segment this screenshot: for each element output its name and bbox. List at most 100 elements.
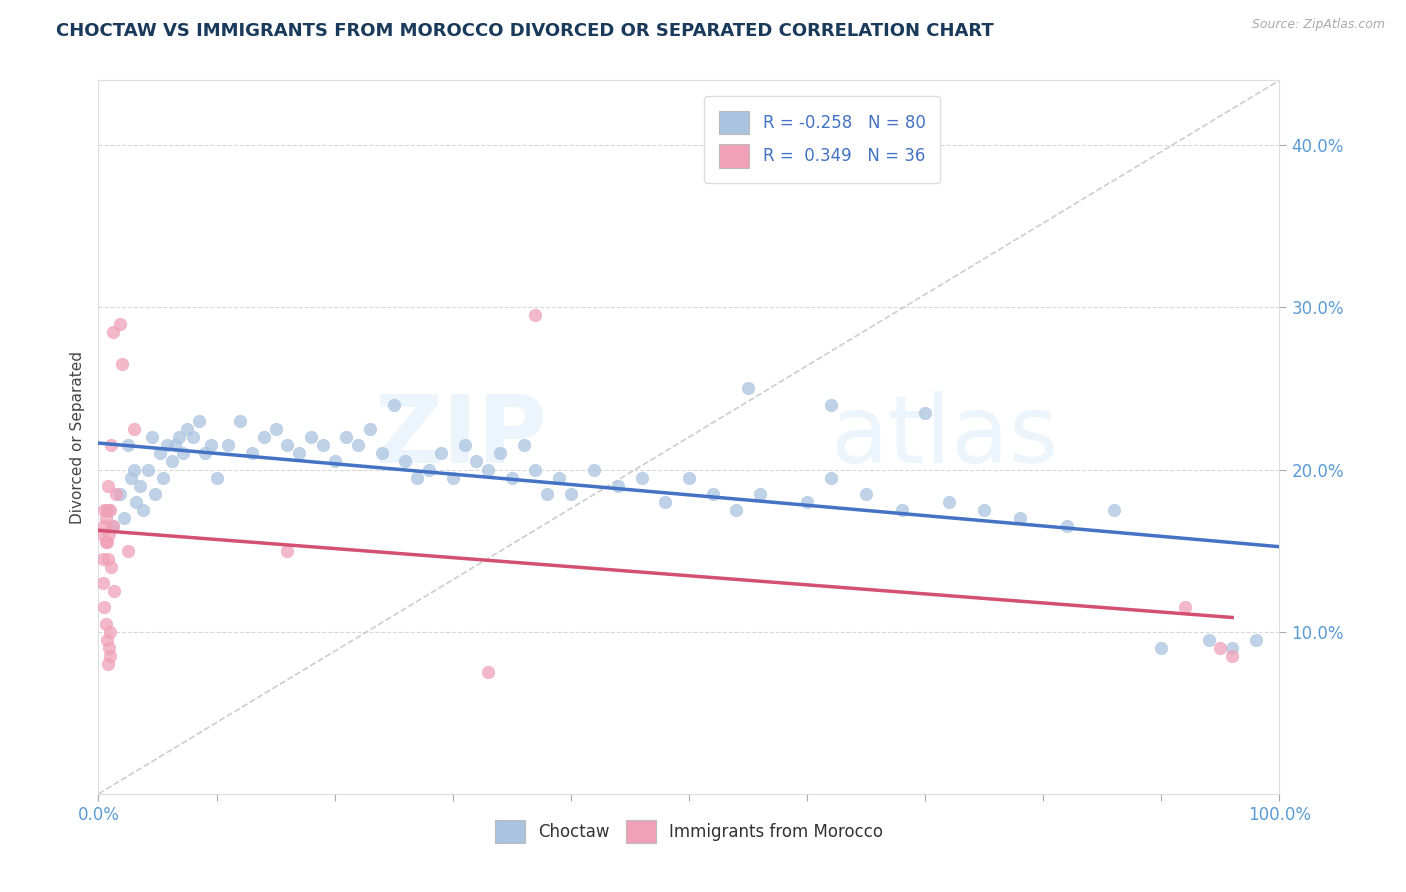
Point (91, 551, 114, 566)
Point (702, 487, 724, 501)
Point (121, 470, 143, 484)
Point (217, 438, 239, 452)
Point (200, 438, 222, 452)
Point (1102, 503, 1125, 517)
Point (98, 527, 121, 541)
Point (607, 479, 630, 493)
Point (583, 462, 606, 476)
Point (98, 503, 121, 517)
Point (654, 495, 676, 509)
Point (359, 422, 381, 436)
Point (128, 479, 150, 493)
Point (152, 470, 174, 484)
Point (112, 511, 135, 525)
Point (160, 454, 183, 468)
Point (165, 438, 187, 452)
Point (973, 503, 995, 517)
Point (430, 446, 453, 460)
Point (347, 438, 370, 452)
Point (748, 487, 770, 501)
Point (97, 503, 120, 517)
Point (141, 430, 163, 444)
Point (187, 414, 209, 428)
Point (441, 470, 464, 484)
Point (501, 470, 523, 484)
Point (181, 430, 204, 444)
Point (382, 398, 405, 412)
Point (1220, 640, 1243, 655)
Point (536, 487, 558, 501)
Point (97, 657, 120, 672)
Point (97, 479, 120, 493)
Point (93, 600, 115, 615)
Point (105, 487, 128, 501)
Point (453, 438, 475, 452)
Point (560, 487, 582, 501)
Point (98, 624, 121, 639)
Point (93, 519, 115, 533)
Point (93, 503, 115, 517)
Point (725, 503, 748, 517)
Point (1198, 632, 1220, 647)
Point (136, 462, 159, 476)
Point (678, 470, 700, 484)
Point (465, 454, 488, 468)
Point (253, 430, 276, 444)
Point (1056, 519, 1078, 533)
Point (108, 317, 131, 331)
Point (477, 462, 499, 476)
Point (1150, 640, 1173, 655)
Point (94, 616, 117, 631)
Point (101, 325, 124, 339)
Point (125, 495, 148, 509)
Point (103, 584, 125, 599)
Point (820, 398, 842, 412)
Point (229, 414, 252, 428)
Point (820, 470, 842, 484)
Point (394, 454, 416, 468)
Point (323, 454, 346, 468)
Point (512, 438, 534, 452)
Point (94, 511, 117, 525)
Point (96, 535, 118, 549)
Point (1174, 600, 1197, 615)
Point (98, 648, 121, 663)
Point (117, 438, 139, 452)
Point (98, 640, 121, 655)
Point (100, 559, 122, 574)
Point (94, 535, 117, 549)
Legend: Choctaw, Immigrants from Morocco: Choctaw, Immigrants from Morocco (488, 813, 890, 850)
Point (524, 462, 547, 476)
Point (477, 665, 499, 680)
Point (91, 576, 114, 591)
Point (108, 487, 131, 501)
Point (240, 446, 263, 460)
Point (737, 381, 759, 395)
Point (96, 632, 118, 647)
Text: CHOCTAW VS IMMIGRANTS FROM MOROCCO DIVORCED OR SEPARATED CORRELATION CHART: CHOCTAW VS IMMIGRANTS FROM MOROCCO DIVOR… (56, 22, 994, 40)
Point (111, 357, 134, 371)
Point (156, 438, 179, 452)
Point (1209, 640, 1232, 655)
Point (938, 495, 960, 509)
Point (132, 503, 155, 517)
Point (149, 446, 172, 460)
Point (371, 446, 394, 460)
Point (524, 309, 547, 323)
Point (548, 470, 571, 484)
Point (335, 430, 357, 444)
Point (264, 422, 287, 436)
Point (101, 519, 124, 533)
Point (914, 406, 936, 420)
Y-axis label: Divorced or Separated: Divorced or Separated (69, 351, 84, 524)
Point (299, 430, 322, 444)
Point (176, 422, 198, 436)
Point (122, 422, 145, 436)
Point (1220, 648, 1243, 663)
Point (100, 438, 122, 452)
Point (117, 543, 139, 558)
Point (91, 527, 114, 541)
Point (143, 487, 166, 501)
Point (288, 446, 311, 460)
Point (97, 551, 120, 566)
